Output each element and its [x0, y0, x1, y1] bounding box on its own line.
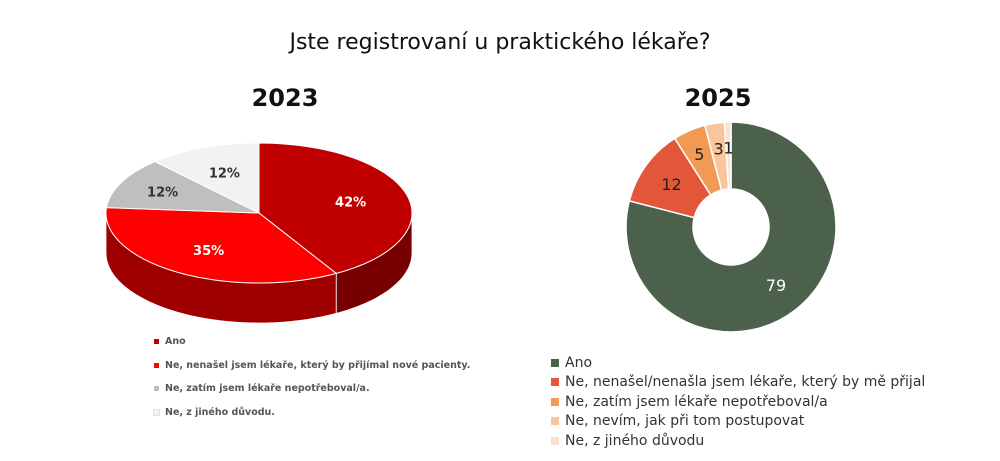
donut-label-3: 3 [714, 140, 724, 159]
legend-swatch [153, 408, 160, 416]
chart-main-title: Jste registrovaní u praktického lékaře? [289, 30, 711, 55]
chart-title-2023: 2023 [251, 84, 319, 112]
pie-slice-2 [105, 161, 260, 214]
legend-swatch [154, 386, 159, 392]
chart-title-2025: 2025 [684, 84, 752, 112]
legend-label: Ne, nenašel jsem lékaře, který by přijím… [165, 359, 471, 371]
donut-label-4: 1 [723, 139, 733, 158]
legend-label: Ne, nevím, jak při tom postupovat [565, 413, 805, 430]
pie-slice-0 [258, 142, 413, 274]
legend-swatch [551, 358, 559, 367]
legend-item: Ne, nevím, jak při tom postupovat [551, 412, 925, 432]
legend-swatch [551, 378, 559, 387]
donut-label-1: 12 [661, 175, 681, 194]
legend-item: Ano [154, 330, 470, 354]
legend-swatch [154, 339, 159, 345]
legend-item: Ne, zatím jsem lékaře nepotřeboval/a [551, 392, 925, 412]
pie-slice-3 [153, 142, 260, 214]
pie-label-1: 35% [193, 244, 224, 259]
donut-slice-0 [625, 121, 837, 333]
pie-label-3: 12% [209, 167, 240, 182]
legend-item: Ne, nenašel/nenašla jsem lékaře, který b… [551, 373, 925, 393]
legend-label: Ne, zatím jsem lékaře nepotřeboval/a. [165, 383, 370, 395]
pie-label-0: 42% [335, 196, 366, 211]
pie-slice-1 [105, 207, 338, 284]
legend-swatch [551, 436, 559, 445]
legend-swatch [551, 417, 559, 426]
legend-item: Ne, nenašel jsem lékaře, který by přijím… [154, 354, 470, 378]
legend-label: Ne, zatím jsem lékaře nepotřeboval/a [565, 393, 828, 410]
legend-label: Ano [165, 336, 186, 348]
legend-item: Ne, z jiného důvodu [551, 431, 925, 451]
legend-label: Ne, nenašel/nenašla jsem lékaře, který b… [565, 374, 926, 391]
legend-2023: Ano Ne, nenašel jsem lékaře, který by při… [153, 330, 470, 425]
legend-item: Ne, z jiného důvodu. [153, 401, 470, 425]
legend-item: Ne, zatím jsem lékaře nepotřeboval/a. [154, 377, 470, 401]
legend-swatch [154, 362, 159, 368]
legend-label: Ne, z jiného důvodu [565, 432, 705, 449]
legend-label: Ano [565, 354, 593, 371]
legend-swatch [551, 397, 559, 406]
pie-label-2: 12% [147, 186, 178, 201]
donut-label-0: 79 [766, 276, 786, 295]
legend-item: Ano [551, 353, 925, 373]
legend-2025: Ano Ne, nenašel/nenašla jsem lékaře, kter… [551, 353, 925, 451]
donut-slice-4 [723, 121, 732, 190]
donut-label-2: 5 [694, 145, 704, 164]
legend-label: Ne, z jiného důvodu. [165, 406, 275, 418]
